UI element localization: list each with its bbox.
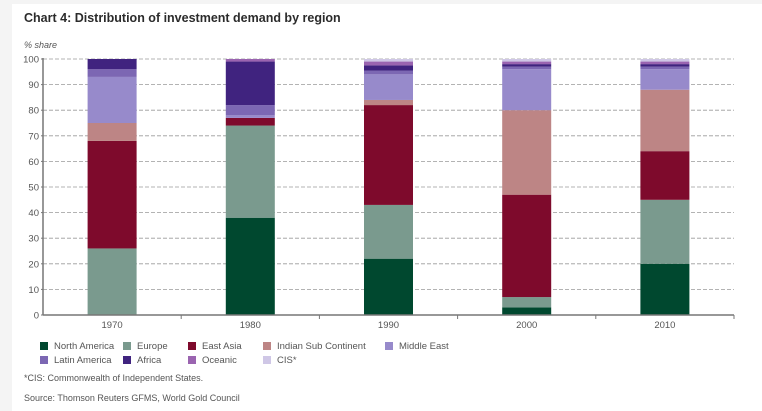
- bar-segment: [502, 194, 552, 298]
- legend-item: Middle East: [385, 340, 485, 352]
- legend-swatch: [40, 342, 48, 350]
- bar-segment: [87, 140, 137, 249]
- legend-label: Middle East: [399, 340, 449, 352]
- legend-item: East Asia: [188, 340, 263, 352]
- bar-segment: [502, 66, 552, 70]
- bar-segment: [640, 199, 690, 264]
- legend-item: Indian Sub Continent: [263, 340, 385, 352]
- bar-segment: [502, 64, 552, 67]
- bar-segment: [87, 123, 137, 141]
- legend-label: Europe: [137, 340, 168, 352]
- bar-segment: [640, 66, 690, 70]
- legend-label: Africa: [137, 354, 162, 366]
- bar-segment: [225, 117, 275, 126]
- bar-segment: [640, 61, 690, 65]
- y-tick-label: 60: [28, 157, 39, 168]
- bars: [87, 59, 690, 315]
- bar-segment: [225, 105, 275, 116]
- legend-label: Indian Sub Continent: [277, 340, 366, 352]
- bar-segment: [364, 105, 413, 205]
- legend-item: Latin America: [40, 354, 123, 366]
- legend-swatch: [188, 356, 196, 364]
- bar-segment: [364, 258, 413, 315]
- legend-swatch: [40, 356, 48, 364]
- bar-segment: [640, 263, 690, 315]
- legend: North America Europe East Asia Indian Sub C…: [40, 340, 485, 366]
- bar-segment: [225, 217, 275, 315]
- y-tick-labels: 0 10 20 30 40 50 60 70 80 90 100: [23, 55, 39, 322]
- legend-label: East Asia: [202, 340, 242, 352]
- y-axis-label: % share: [24, 40, 58, 50]
- y-tick-label: 30: [28, 234, 39, 245]
- bar-segment: [502, 59, 552, 62]
- legend-item: Oceanic: [188, 354, 263, 366]
- bar-segment: [225, 115, 275, 118]
- stacked-bar-chart: 0 10 20 30 40 50 60 70 80 90 100 1970 1980 1990 2000 2…: [23, 55, 735, 331]
- bar-segment: [502, 110, 552, 195]
- bar-segment: [640, 69, 690, 90]
- legend-label: Oceanic: [202, 354, 237, 366]
- y-tick-label: 50: [28, 183, 39, 194]
- x-tick-label: 1970: [102, 320, 123, 331]
- x-tick-label: 1980: [240, 320, 261, 331]
- y-tick-label: 90: [28, 80, 39, 91]
- legend-swatch: [188, 342, 196, 350]
- y-tick-label: 100: [23, 55, 39, 66]
- x-tick-labels: 1970 1980 1990 2000 2010: [102, 320, 676, 331]
- legend-item: CIS*: [263, 354, 385, 366]
- bar-segment: [364, 74, 413, 100]
- legend-swatch: [263, 342, 271, 350]
- bar-segment: [364, 59, 413, 62]
- axes: [41, 58, 735, 319]
- bar-segment: [364, 99, 413, 106]
- bar-segment: [640, 151, 690, 200]
- legend-swatch: [263, 356, 271, 364]
- bar-segment: [87, 248, 137, 315]
- bar-segment: [364, 204, 413, 259]
- bar-segment: [364, 65, 413, 71]
- legend-label: North America: [54, 340, 115, 352]
- footnote: *CIS: Commonwealth of Independent States…: [24, 373, 204, 383]
- bar-segment: [640, 89, 690, 152]
- legend-item: Africa: [123, 354, 188, 366]
- bar-segment: [87, 69, 137, 77]
- bar-segment: [87, 76, 137, 123]
- bar-segment: [364, 61, 413, 66]
- y-tick-label: 80: [28, 106, 39, 117]
- bar-segment: [640, 64, 690, 67]
- legend-swatch: [123, 342, 131, 350]
- bar-segment: [225, 59, 275, 62]
- legend-swatch: [123, 356, 131, 364]
- x-tick-label: 2000: [516, 320, 537, 331]
- y-tick-label: 0: [34, 311, 39, 322]
- legend-swatch: [385, 342, 393, 350]
- bar-segment: [225, 125, 275, 218]
- bar-segment: [502, 307, 552, 315]
- y-tick-label: 70: [28, 131, 39, 142]
- legend-label: CIS*: [277, 354, 297, 366]
- bar-segment: [502, 297, 552, 308]
- bar-segment: [502, 61, 552, 65]
- legend-label: Latin America: [54, 354, 112, 366]
- x-tick-label: 1990: [378, 320, 399, 331]
- bar-segment: [87, 59, 137, 70]
- bar-segment: [225, 61, 275, 106]
- y-tick-label: 10: [28, 285, 39, 296]
- legend-item: Europe: [123, 340, 188, 352]
- x-tick-label: 2010: [654, 320, 675, 331]
- y-tick-label: 40: [28, 208, 39, 219]
- bar-segment: [364, 70, 413, 75]
- chart-title: Chart 4: Distribution of investment dema…: [24, 11, 341, 25]
- bar-segment: [502, 69, 552, 111]
- legend-item: North America: [40, 340, 123, 352]
- source-note: Source: Thomson Reuters GFMS, World Gold…: [24, 393, 240, 403]
- bar-segment: [640, 59, 690, 62]
- y-tick-label: 20: [28, 259, 39, 270]
